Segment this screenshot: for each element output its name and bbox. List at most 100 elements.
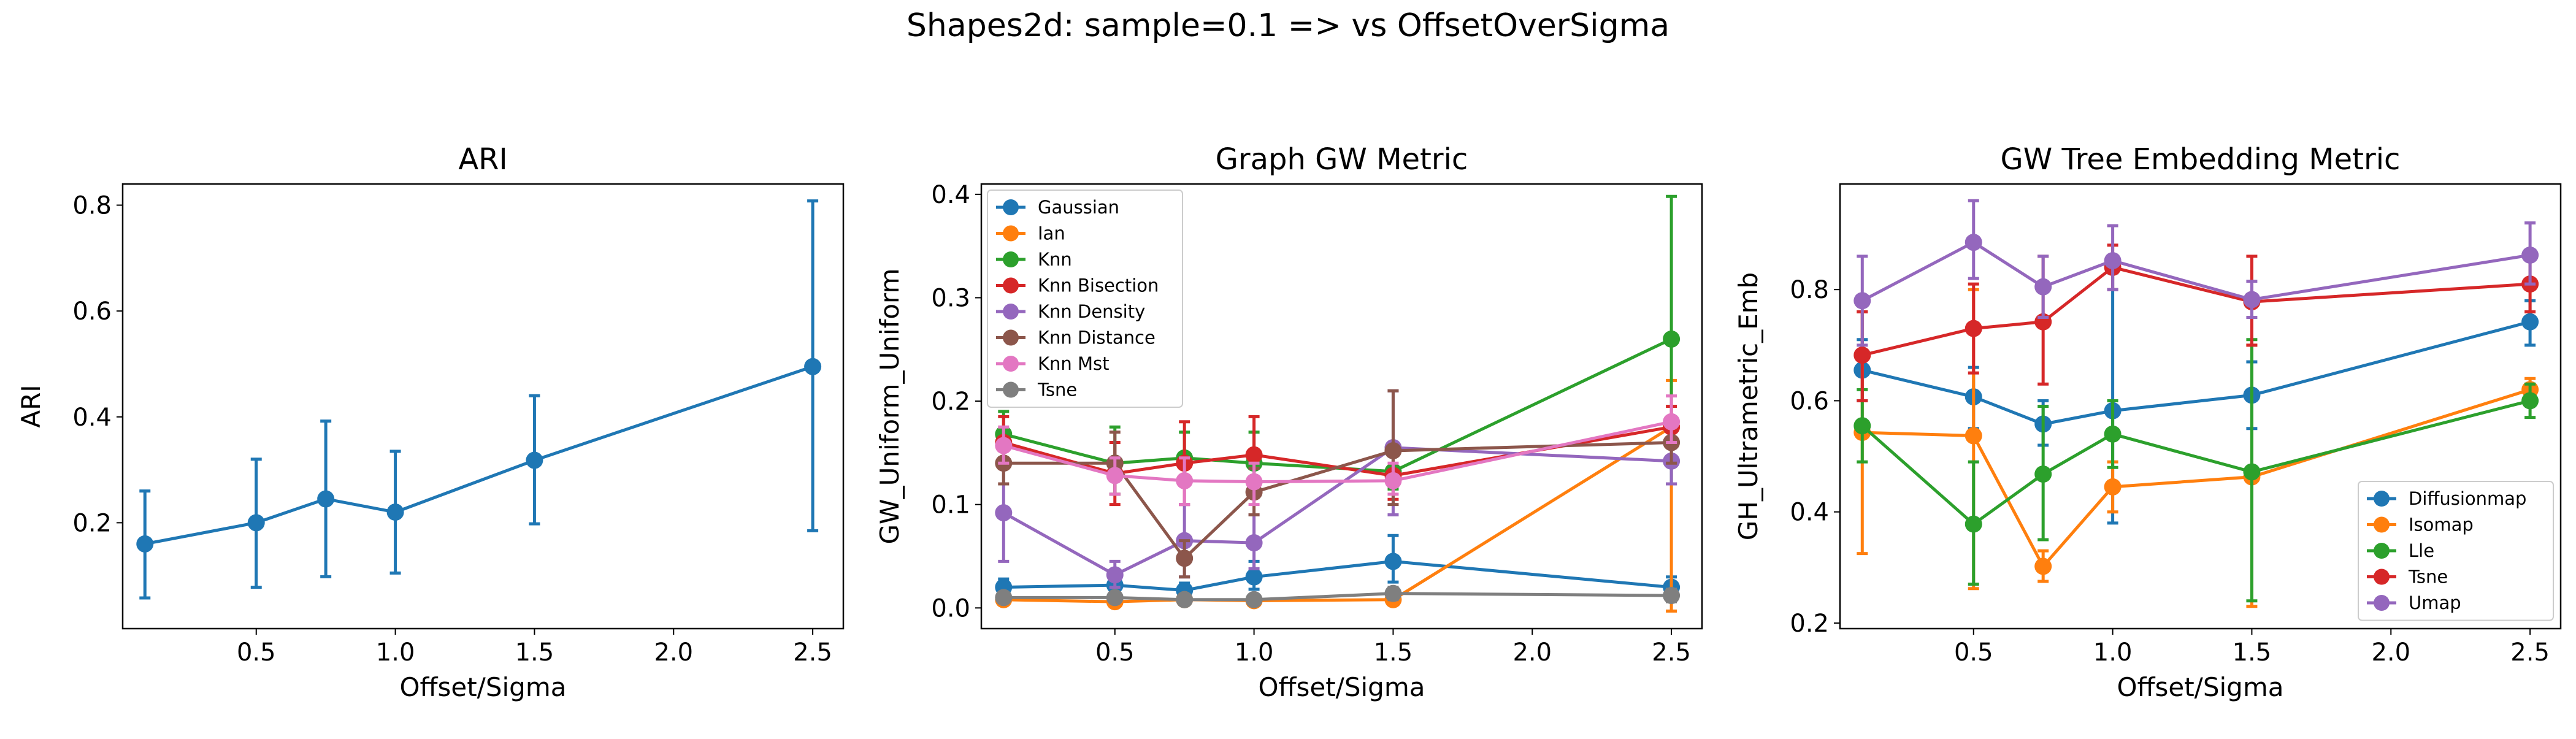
x-tick-label: 0.5 [1095,638,1135,667]
series-line [1862,388,2531,568]
axes-frame [121,183,845,630]
axes-frame [1839,183,2562,630]
data-point [2521,313,2539,331]
x-tick-label: 1.0 [2093,638,2133,667]
legend: Diffusionmap Isomap Lle Tsne Umap [2358,481,2554,621]
legend-marker [1003,277,1019,294]
legend: Gaussian Ian Knn Knn Bisection Knn Density Kn… [987,190,1183,408]
legend-marker [1003,251,1019,267]
y-tick-label: 0.6 [1790,387,1829,415]
data-point [1176,591,1194,608]
data-point [2104,252,2122,270]
data-point [1384,442,1402,459]
x-tick-label: 2.5 [2510,638,2550,667]
series-line [1003,420,1672,484]
data-point [1245,568,1263,586]
y-tick-label: 0.4 [72,404,112,432]
y-axis-label: GW_Uniform_Uniform [875,269,905,545]
y-tick-label: 0.2 [72,509,112,537]
data-point [526,451,543,469]
x-tick-label: 2.0 [2371,638,2410,667]
data-point [1853,347,1871,364]
data-point [1384,472,1402,489]
data-point [1245,473,1263,491]
data-point [995,437,1013,454]
legend-label: Gaussian [1038,197,1119,218]
panel-title: Graph GW Metric [1216,142,1468,177]
y-tick-label: 0.6 [72,297,112,326]
data-point [1176,549,1194,567]
y-tick-label: 0.8 [72,192,112,220]
x-tick-label: 2.0 [1512,638,1552,667]
panel-title: ARI [458,142,507,177]
series-line [1003,592,1672,602]
data-point [1663,587,1681,605]
data-point [1384,584,1402,602]
data-point [2243,463,2261,481]
data-point [1663,330,1681,348]
data-point [2034,465,2052,483]
y-tick-label: 0.3 [931,284,970,312]
x-tick-label: 1.5 [515,638,554,667]
y-tick-label: 0.2 [1790,610,1829,638]
legend-label: Ian [1038,223,1065,244]
series-line [1003,559,1672,592]
x-axis-label: Offset/Sigma [2117,672,2284,702]
series-line [1861,266,2531,357]
data-point [1106,566,1124,584]
data-point [1384,553,1402,570]
legend-label: Umap [2409,592,2461,613]
data-point [1965,320,1982,337]
data-point [1965,234,1982,251]
data-point [1106,589,1124,607]
legend-label: Tsne [1037,380,1077,400]
series-line [144,365,813,546]
data-point [1853,292,1871,310]
data-point [995,589,1013,607]
data-point [2034,557,2052,575]
legend-marker [2374,543,2390,559]
x-tick-label: 2.0 [654,638,693,667]
legend-label: Tsne [2408,567,2448,588]
data-point [1853,417,1871,435]
legend-label: Isomap [2409,515,2474,535]
series-line [1003,441,1672,560]
series-line [1861,399,2531,526]
x-tick-label: 2.5 [1652,638,1691,667]
panel-3: GW Tree Embedding Metric 0.5 1.0 1.5 2.0 2.5 0… [1733,142,2562,702]
y-tick-label: 0.0 [931,594,970,622]
y-tick-label: 0.2 [931,388,970,416]
x-axis-label: Offset/Sigma [1259,672,1425,702]
series-1 [136,199,822,600]
legend-label: Knn Density [1038,301,1145,322]
data-point [1965,427,1982,445]
legend-marker [1003,381,1019,398]
legend-marker [2374,491,2390,507]
data-point [2034,278,2052,296]
series-lle [1853,338,2539,603]
data-point [2104,425,2122,443]
data-point [2243,291,2261,308]
data-point [995,504,1013,522]
legend-marker [1003,304,1019,320]
x-tick-label: 0.5 [237,638,276,667]
legend-label: Knn Mst [1038,353,1110,374]
x-tick-label: 1.5 [2233,638,2272,667]
x-tick-label: 1.0 [1235,638,1274,667]
series-line [1861,240,2531,302]
legend-label: Knn Distance [1038,327,1156,348]
data-point [1245,446,1263,464]
series-line [1003,426,1673,603]
data-point [2521,392,2539,410]
data-point [1176,472,1194,489]
x-tick-label: 2.5 [793,638,832,667]
legend-marker [2374,595,2390,611]
series-line [1861,320,2531,426]
series-line [1003,425,1672,477]
data-point [136,535,154,553]
x-tick-label: 0.5 [1954,638,1993,667]
data-point [1663,413,1681,431]
x-tick-label: 1.0 [376,638,415,667]
